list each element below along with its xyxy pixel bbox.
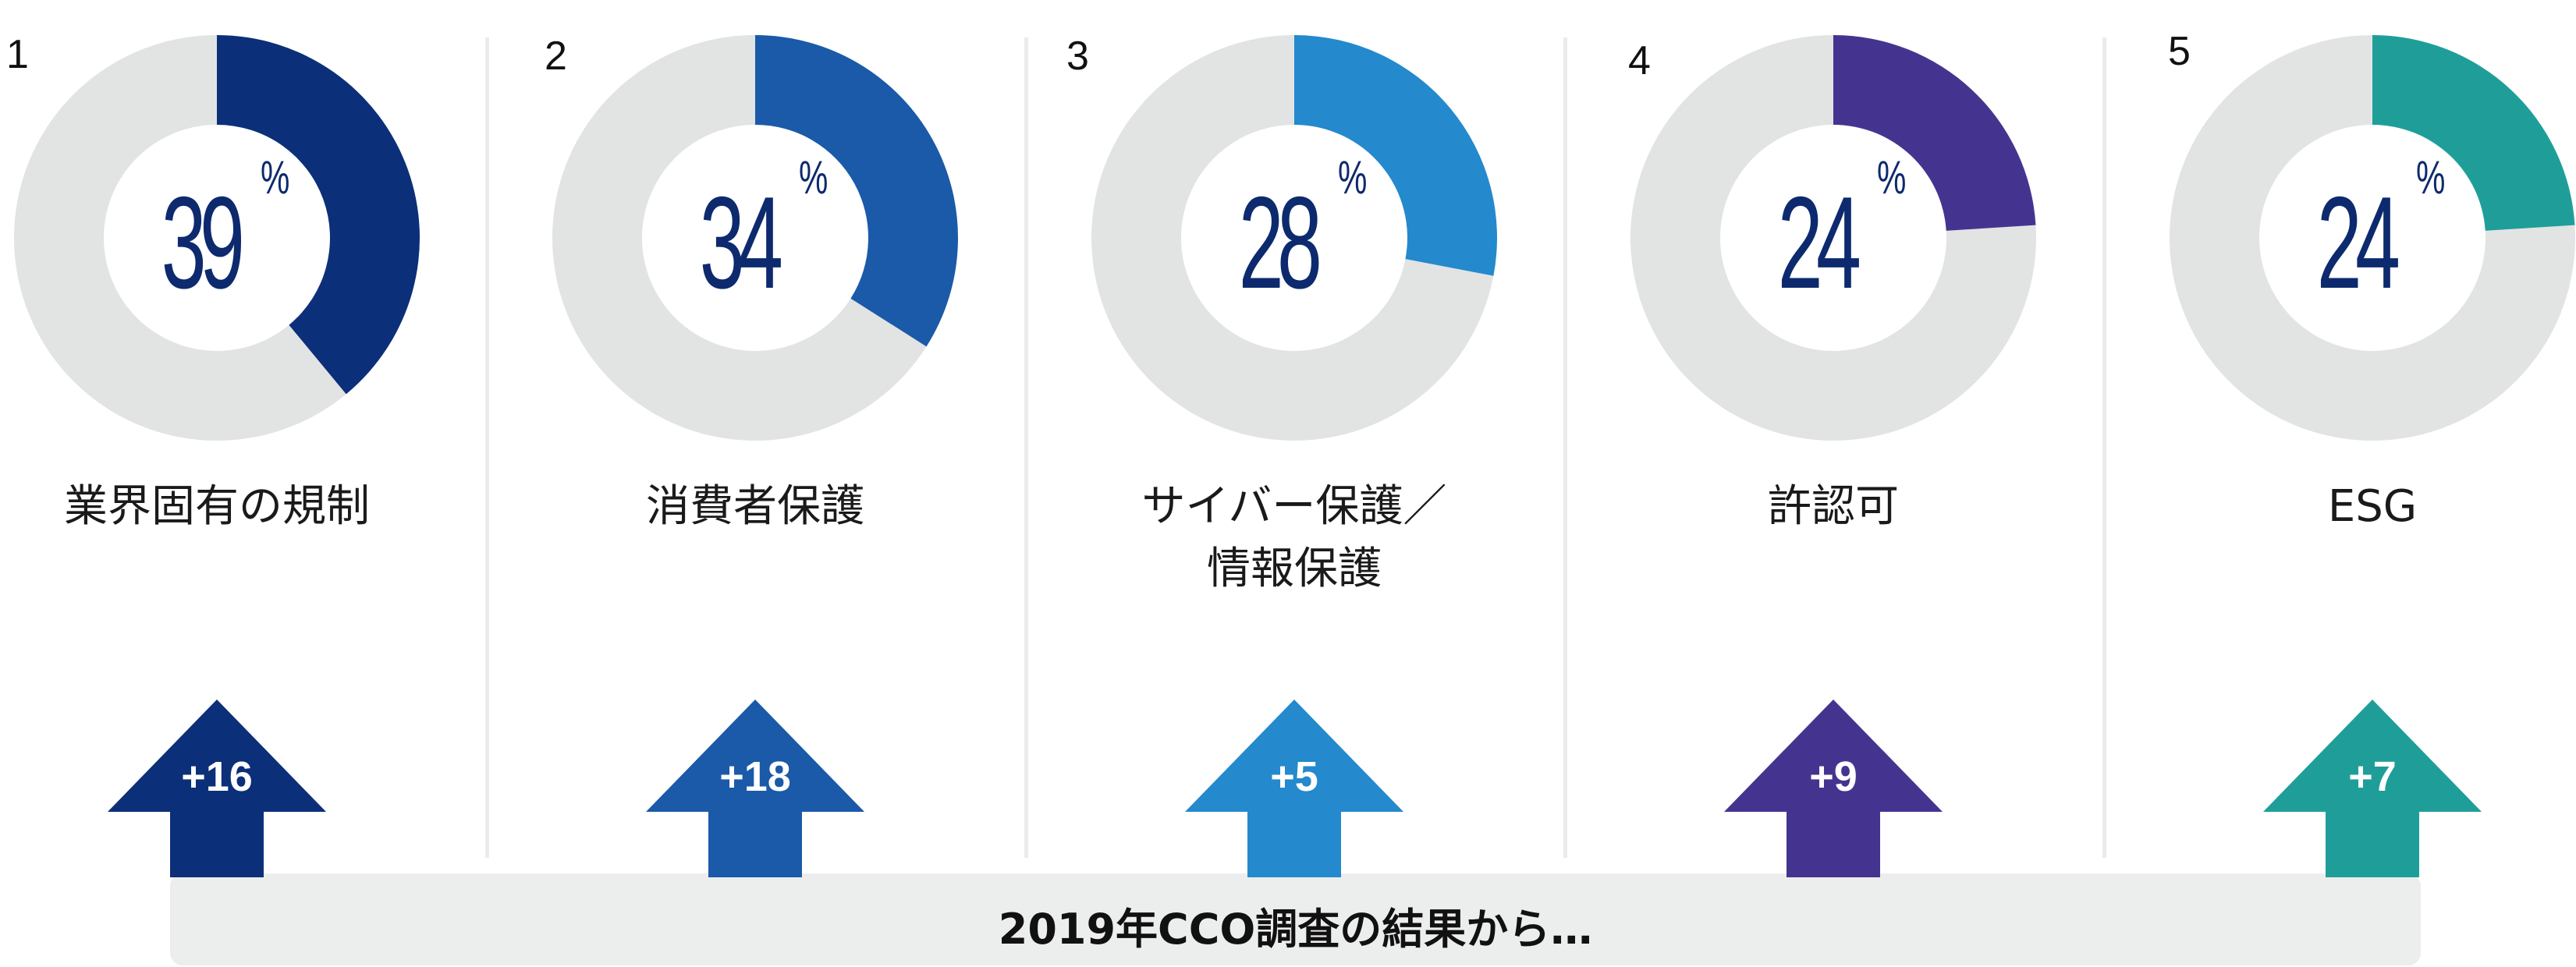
rank-number: 1	[6, 32, 29, 77]
up-arrow-icon	[1185, 700, 1403, 877]
donut-chart	[552, 35, 958, 441]
donut-value-slice	[1294, 35, 1497, 276]
footer-banner-text: 2019年CCO調査の結果から…	[998, 905, 1593, 954]
donut-remainder-slice	[1630, 35, 2036, 441]
rank-number: 3	[1066, 34, 1089, 79]
rank-number: 2	[545, 34, 567, 79]
change-value: +18	[719, 753, 791, 800]
change-value: +5	[1270, 753, 1318, 800]
category-label: 業界固有の規制	[64, 481, 370, 532]
column-divider	[1563, 37, 1567, 858]
up-arrow-icon	[646, 700, 864, 877]
category-label: ESG	[2327, 481, 2418, 532]
change-value: +16	[181, 753, 253, 800]
percent-sign: %	[2416, 151, 2446, 204]
category-label: 消費者保護	[646, 481, 864, 532]
up-arrow-icon	[2263, 700, 2482, 877]
rank-number: 4	[1628, 38, 1651, 83]
percent-sign: %	[799, 151, 829, 204]
percent-sign: %	[1338, 151, 1368, 204]
donut-chart	[14, 35, 420, 441]
category-label-line: サイバー保護／	[1141, 481, 1447, 532]
donut-value-slice	[2372, 35, 2575, 231]
change-value: +7	[2348, 753, 2397, 800]
rank-number: 5	[2168, 29, 2191, 74]
change-value: +9	[1809, 753, 1857, 800]
percentage-value: 24	[2316, 169, 2400, 316]
percentage-value: 28	[1238, 169, 1322, 316]
percentage-value: 24	[1777, 169, 1861, 316]
up-arrow-icon	[108, 700, 326, 877]
percentage-value: 34	[699, 169, 783, 316]
donut-remainder-slice	[552, 35, 927, 441]
column-divider	[2102, 37, 2106, 858]
category-label: 許認可	[1768, 481, 1899, 532]
column-divider	[1024, 37, 1028, 858]
donut-value-slice	[217, 35, 420, 395]
donut-value-slice	[755, 35, 958, 347]
donut-remainder-slice	[14, 35, 346, 441]
percent-sign: %	[1877, 151, 1907, 204]
donut-remainder-slice	[2170, 35, 2575, 441]
donut-chart	[1091, 35, 1497, 441]
up-arrow-icon	[1724, 700, 1943, 877]
donut-value-slice	[1833, 35, 2036, 231]
category-label: サイバー保護／ 情報保護	[1068, 476, 1520, 600]
donut-chart	[1630, 35, 2036, 441]
percentage-value: 39	[161, 169, 245, 316]
footer-banner	[170, 873, 2421, 965]
percent-sign: %	[261, 151, 290, 204]
column-divider	[485, 37, 489, 858]
category-label-line: 情報保護	[1207, 544, 1382, 594]
donut-chart	[2170, 35, 2575, 441]
donut-remainder-slice	[1091, 35, 1494, 441]
